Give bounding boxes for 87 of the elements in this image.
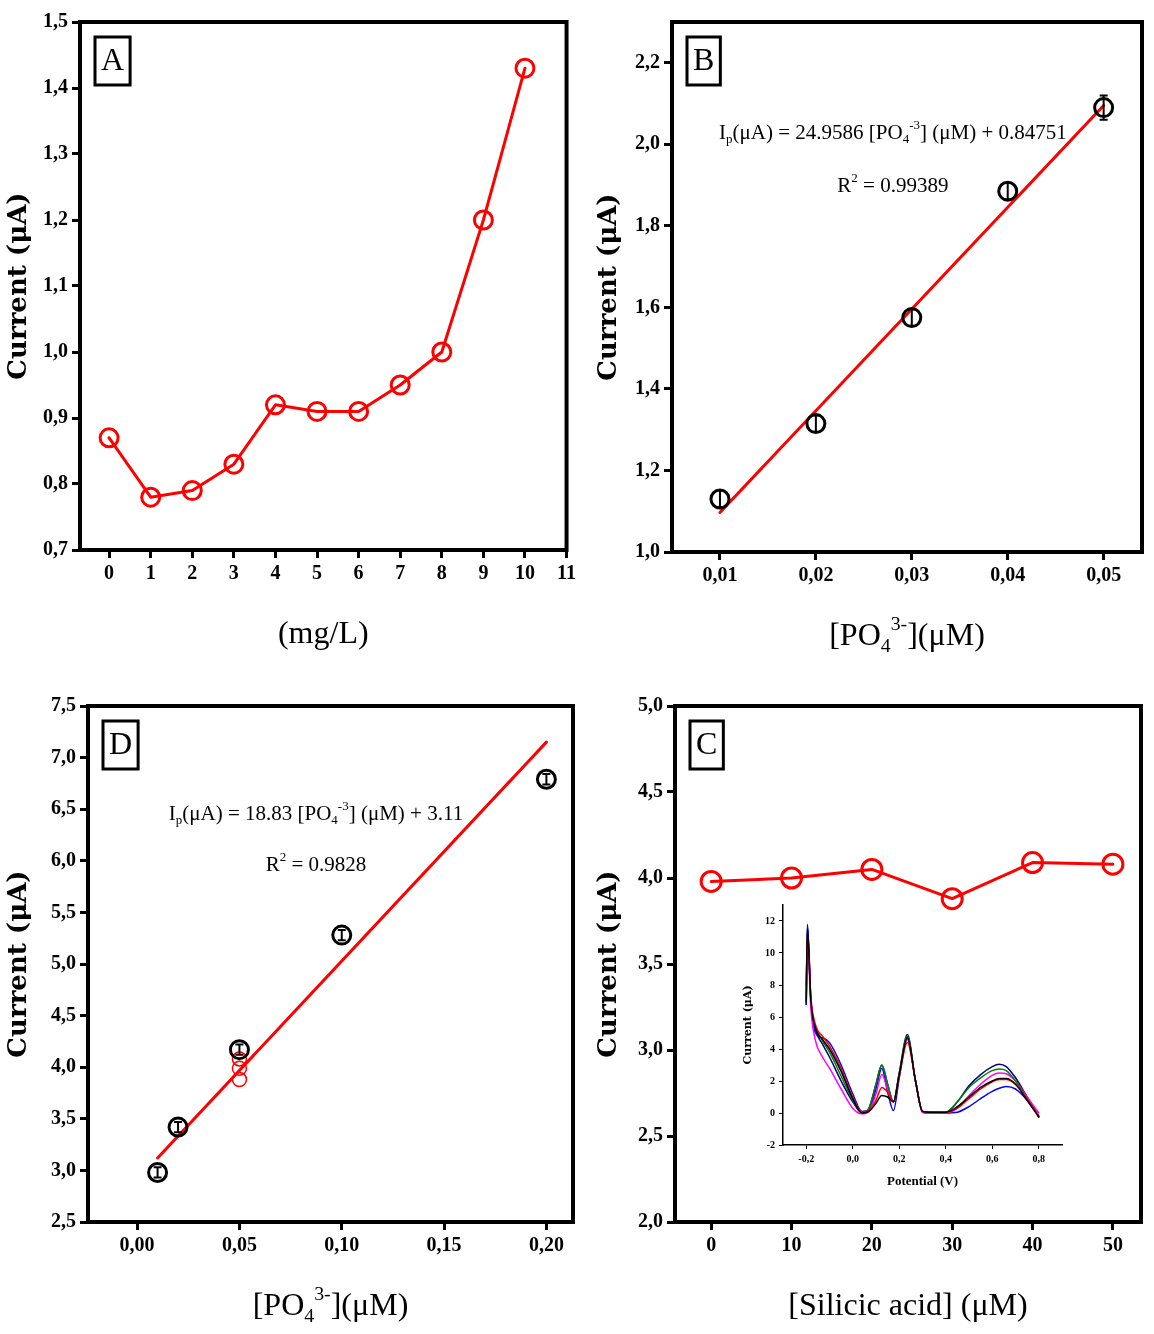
x-tick-label: 0,4 <box>939 1152 952 1164</box>
annotation: B <box>693 41 715 78</box>
x-tick-label: 0,00 <box>119 1233 155 1256</box>
y-tick-label: 1,4 <box>43 75 68 98</box>
y-tick-label: 2,5 <box>51 1209 76 1232</box>
y-tick-label: 1,4 <box>635 376 660 399</box>
x-tick-label: 0,10 <box>324 1233 360 1256</box>
y-tick-label: 2,5 <box>638 1123 663 1146</box>
y-tick-label: 6 <box>770 1010 775 1022</box>
x-tick-label: 10 <box>514 561 535 584</box>
y-tick-label: 3,0 <box>638 1037 663 1060</box>
y-tick-label: 1,8 <box>635 213 660 236</box>
x-tick-label: -0,2 <box>798 1152 815 1164</box>
x-tick-label: 0,6 <box>986 1152 999 1164</box>
x-tick-label: 0,0 <box>846 1152 859 1164</box>
x-tick-label: 3 <box>228 561 239 584</box>
annotation: C <box>696 725 718 762</box>
y-tick-label: 5,0 <box>638 693 663 716</box>
y-tick-label: 1,0 <box>43 339 68 362</box>
x-tick-label: 9 <box>478 561 489 584</box>
y-tick-label: 1,3 <box>43 141 68 164</box>
x-tick-label: 0,01 <box>702 563 738 586</box>
x-tick-label: 8 <box>436 561 447 584</box>
x-tick-label: 4 <box>270 561 281 584</box>
y-tick-label: 8 <box>770 978 775 990</box>
y-tick-label: 1,2 <box>635 457 660 480</box>
y-tick-label: 3,5 <box>638 951 663 974</box>
x-tick-label: 0,03 <box>894 563 930 586</box>
y-axis-title: Current (μA) <box>591 193 622 381</box>
x-tick-label: 50 <box>1102 1233 1123 1256</box>
x-tick-label: 1 <box>145 561 156 584</box>
y-axis-title: Current (μA) <box>1 870 32 1058</box>
x-tick-label: 30 <box>942 1233 963 1256</box>
y-tick-label: 4,5 <box>638 779 663 802</box>
x-tick-label: 20 <box>861 1233 882 1256</box>
annotation: D <box>109 725 133 762</box>
y-axis-title: Current (μA) <box>591 870 622 1058</box>
y-tick-label: 3,5 <box>51 1105 76 1128</box>
x-tick-label: 40 <box>1022 1233 1043 1256</box>
y-tick-label: 6,5 <box>51 796 76 819</box>
x-axis-title: [Silicic acid] (μM) <box>788 1286 1028 1323</box>
x-tick-label: 0,05 <box>1086 563 1122 586</box>
y-tick-label: 0 <box>770 1106 775 1118</box>
y-tick-label: 5,0 <box>51 951 76 974</box>
x-tick-label: 0,15 <box>426 1233 462 1256</box>
x-tick-label: 0,04 <box>990 563 1026 586</box>
x-tick-label: 2 <box>187 561 198 584</box>
y-tick-label: 0,8 <box>43 471 68 494</box>
y-tick-label: 4 <box>770 1042 775 1054</box>
x-tick-label: 11 <box>557 561 576 584</box>
y-tick-label: 0,9 <box>43 405 68 428</box>
y-tick-label: 2,2 <box>635 49 660 72</box>
x-axis-title: Potential (V) <box>886 1173 959 1189</box>
x-tick-label: 5 <box>312 561 323 584</box>
y-tick-label: 12 <box>765 914 775 926</box>
y-tick-label: 7,0 <box>51 744 76 767</box>
annotation: A <box>101 41 125 78</box>
y-tick-label: 7,5 <box>51 693 76 716</box>
y-axis-title: Current (μA) <box>1 192 32 380</box>
y-tick-label: 2,0 <box>635 131 660 154</box>
y-tick-label: 3,0 <box>51 1157 76 1180</box>
y-tick-label: 1,1 <box>43 273 68 296</box>
x-axis-title: (mg/L) <box>277 614 369 651</box>
y-tick-label: 1,6 <box>635 294 660 317</box>
y-tick-label: 6,0 <box>51 847 76 870</box>
y-tick-label: 2,0 <box>638 1209 663 1232</box>
y-tick-label: 5,5 <box>51 899 76 922</box>
y-tick-label: -2 <box>766 1138 775 1150</box>
y-tick-label: 1,0 <box>635 539 660 562</box>
y-axis-title: Current (μA) <box>740 985 754 1065</box>
x-tick-label: 0 <box>706 1233 717 1256</box>
y-tick-label: 1,5 <box>43 9 68 32</box>
y-tick-label: 0,7 <box>43 537 68 560</box>
y-tick-label: 1,2 <box>43 207 68 230</box>
y-tick-label: 4,0 <box>638 865 663 888</box>
y-tick-label: 10 <box>765 946 775 958</box>
y-tick-label: 2 <box>770 1074 775 1086</box>
y-tick-label: 4,0 <box>51 1054 76 1077</box>
x-tick-label: 0,20 <box>528 1233 564 1256</box>
x-tick-label: 0,2 <box>893 1152 906 1164</box>
x-tick-label: 0,02 <box>798 563 834 586</box>
x-tick-label: 0,05 <box>221 1233 257 1256</box>
x-tick-label: 7 <box>395 561 406 584</box>
x-tick-label: 6 <box>353 561 364 584</box>
x-tick-label: 0 <box>104 561 115 584</box>
y-tick-label: 4,5 <box>51 1002 76 1025</box>
x-tick-label: 0,8 <box>1032 1152 1045 1164</box>
